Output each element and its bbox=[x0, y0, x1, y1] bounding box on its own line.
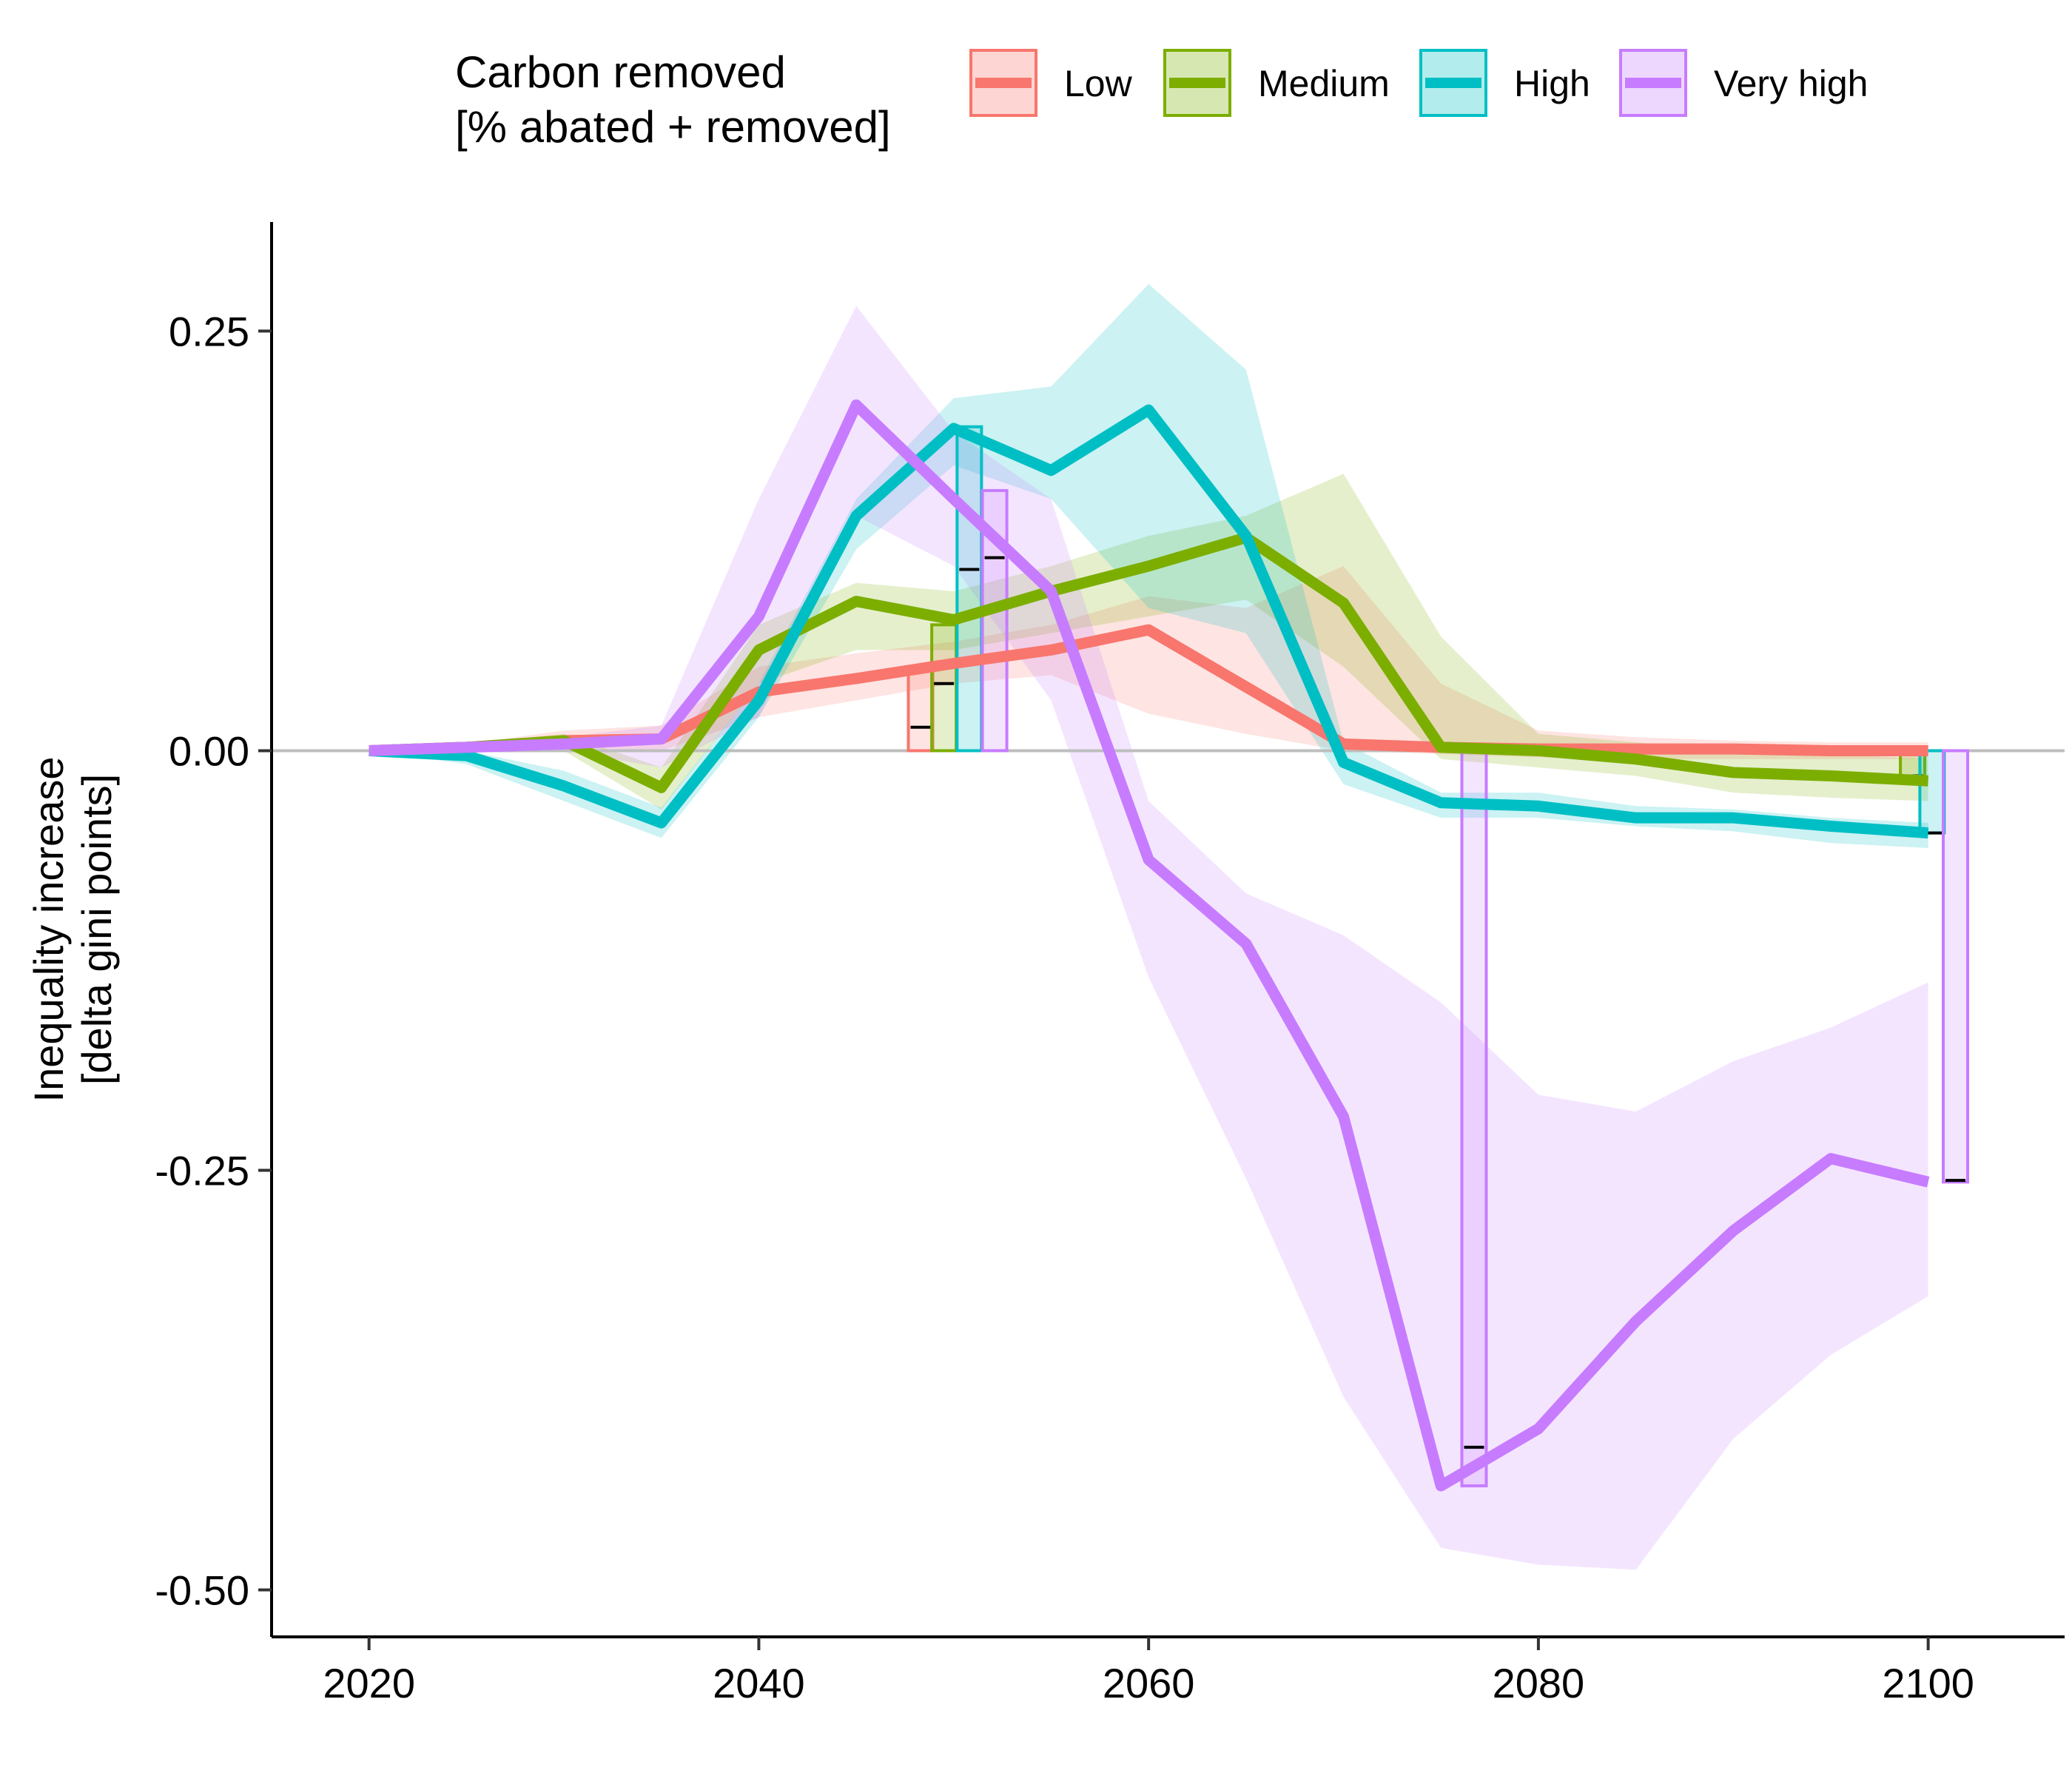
bar-high-end bbox=[1918, 749, 1946, 835]
legend: Carbon removed [% abated + removed] Low M… bbox=[455, 47, 1868, 152]
line-very-high bbox=[369, 399, 1930, 1492]
legend-label-medium: Medium bbox=[1258, 63, 1390, 104]
y-tick-label-1: 0.00 bbox=[169, 727, 249, 774]
y-tick-label-2: -0.25 bbox=[155, 1147, 249, 1194]
legend-label-low: Low bbox=[1064, 63, 1133, 104]
y-tick-label-0: 0.25 bbox=[169, 308, 249, 354]
plot-area bbox=[272, 283, 2065, 1570]
legend-title-line2: [% abated + removed] bbox=[455, 102, 891, 152]
bar-medium-mid bbox=[930, 623, 958, 753]
legend-items: Low Medium High Very high bbox=[969, 49, 1868, 117]
y-tick-label-3: -0.50 bbox=[155, 1567, 249, 1613]
y-axis-ticks: 0.25 0.00 -0.25 -0.50 bbox=[155, 308, 272, 1613]
x-tick-label-2060: 2060 bbox=[1103, 1660, 1195, 1706]
legend-label-high: High bbox=[1514, 63, 1590, 104]
series-lines bbox=[369, 399, 1930, 1492]
bar-low-mid bbox=[906, 665, 935, 753]
x-tick-label-2080: 2080 bbox=[1493, 1660, 1585, 1706]
uncertainty-bands bbox=[369, 283, 1928, 1570]
bar-high-mid bbox=[955, 425, 983, 753]
x-axis-ticks: 2020 2040 2060 2080 2100 bbox=[323, 1637, 1974, 1706]
x-tick-label-2100: 2100 bbox=[1882, 1660, 1974, 1706]
x-tick-label-2040: 2040 bbox=[713, 1660, 805, 1706]
legend-label-very-high: Very high bbox=[1714, 63, 1868, 104]
axes: 2020 2040 2060 2080 2100 0.250.00-0.25-0.50 … bbox=[25, 222, 2065, 1706]
legend-title-line1: Carbon removed bbox=[455, 47, 786, 97]
line-high bbox=[369, 404, 1929, 839]
y-axis-title-line2: [delta gini points] bbox=[73, 774, 120, 1085]
line-medium bbox=[369, 531, 1929, 793]
summary-bars bbox=[906, 425, 1970, 1487]
y-axis-title-line1: Inequality increase bbox=[25, 757, 72, 1103]
bar-very-high-end bbox=[1460, 749, 1488, 1487]
x-tick-label-2020: 2020 bbox=[323, 1660, 415, 1706]
band-low bbox=[369, 565, 1928, 759]
bar-very-high-final bbox=[1942, 749, 1970, 1184]
